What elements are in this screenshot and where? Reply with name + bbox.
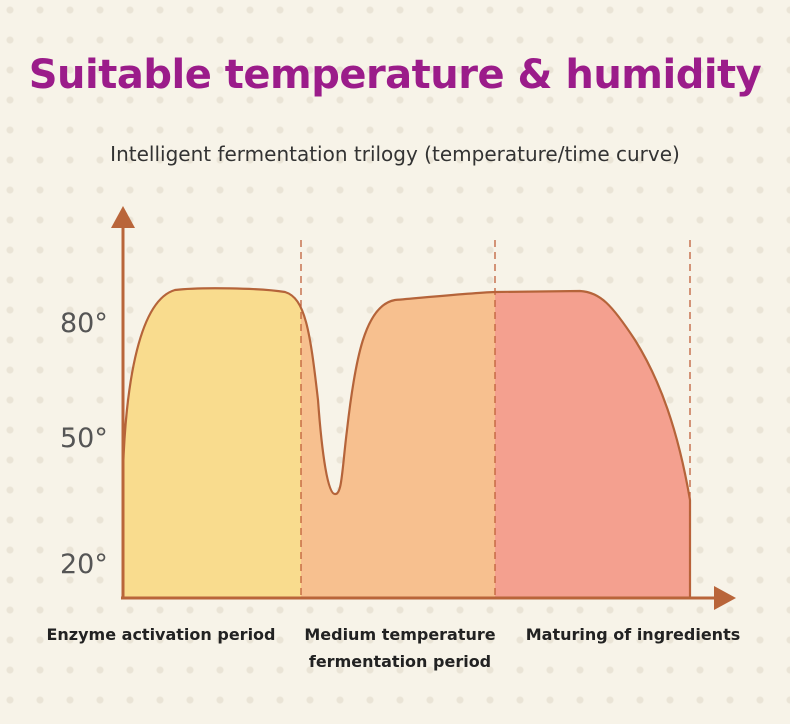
x-axis-arrow-icon [714, 586, 736, 610]
phase-label-1: Enzyme activation period [46, 625, 275, 644]
phase-fill-3 [495, 288, 690, 598]
y-axis-arrow-icon [111, 206, 135, 228]
chart-title: Suitable temperature & humidity [28, 52, 762, 98]
phase-fill-1 [123, 288, 301, 598]
y-tick-label-80: 80° [60, 308, 108, 339]
phase-label-2: Medium temperature fermentation period [304, 625, 495, 671]
temperature-curve [121, 287, 692, 598]
y-tick-label-20: 20° [60, 549, 108, 580]
phase-label-3: Maturing of ingredients [526, 625, 741, 644]
phase-fill-2 [301, 288, 495, 598]
y-tick-label-50: 50° [60, 423, 108, 454]
chart-subtitle: Intelligent fermentation trilogy (temper… [110, 142, 680, 166]
